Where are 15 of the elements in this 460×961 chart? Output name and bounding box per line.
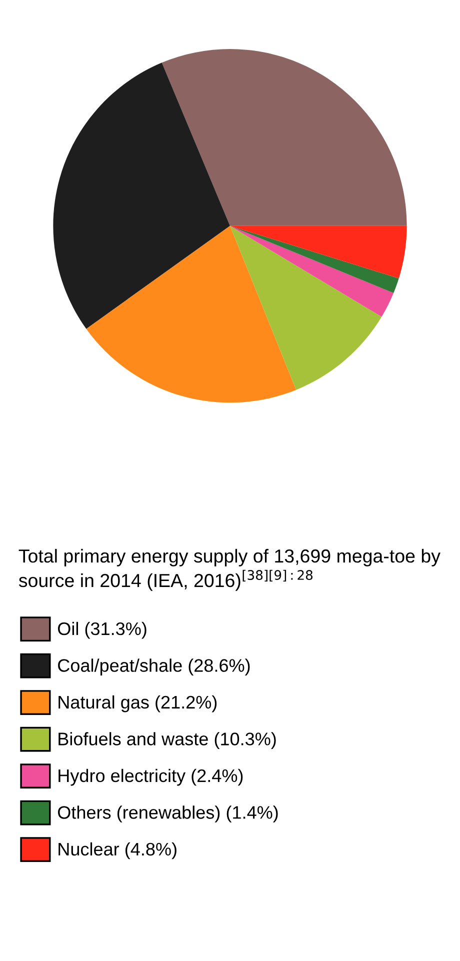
pie-slice [230, 226, 407, 278]
text: Total primary energy supply of 13,699 mega-toe by source in 2014 (IEA, 2016)$^{[38][9]:28}$ [18, 548, 440, 591]
legend-label: Coal/peat/shale (28.6%) [58, 658, 250, 676]
legend-label: Nuclear (4.8%) [58, 842, 176, 860]
pie-slice [230, 226, 382, 390]
legend-label: Oil (31.3%) [58, 622, 146, 639]
pie-slice [230, 226, 394, 317]
legend-label: Biofuels and waste (10.3%) [58, 732, 276, 749]
legend-label: Others (renewables) (1.4%) [58, 806, 278, 822]
legend-label: Natural gas (21.2%) [58, 695, 217, 712]
pie-slice [162, 49, 407, 226]
legend-label: Hydro electricity (2.4%) [58, 768, 243, 786]
pie-slice [86, 226, 296, 403]
pie-slice [230, 226, 399, 293]
pie-slice [53, 62, 230, 329]
